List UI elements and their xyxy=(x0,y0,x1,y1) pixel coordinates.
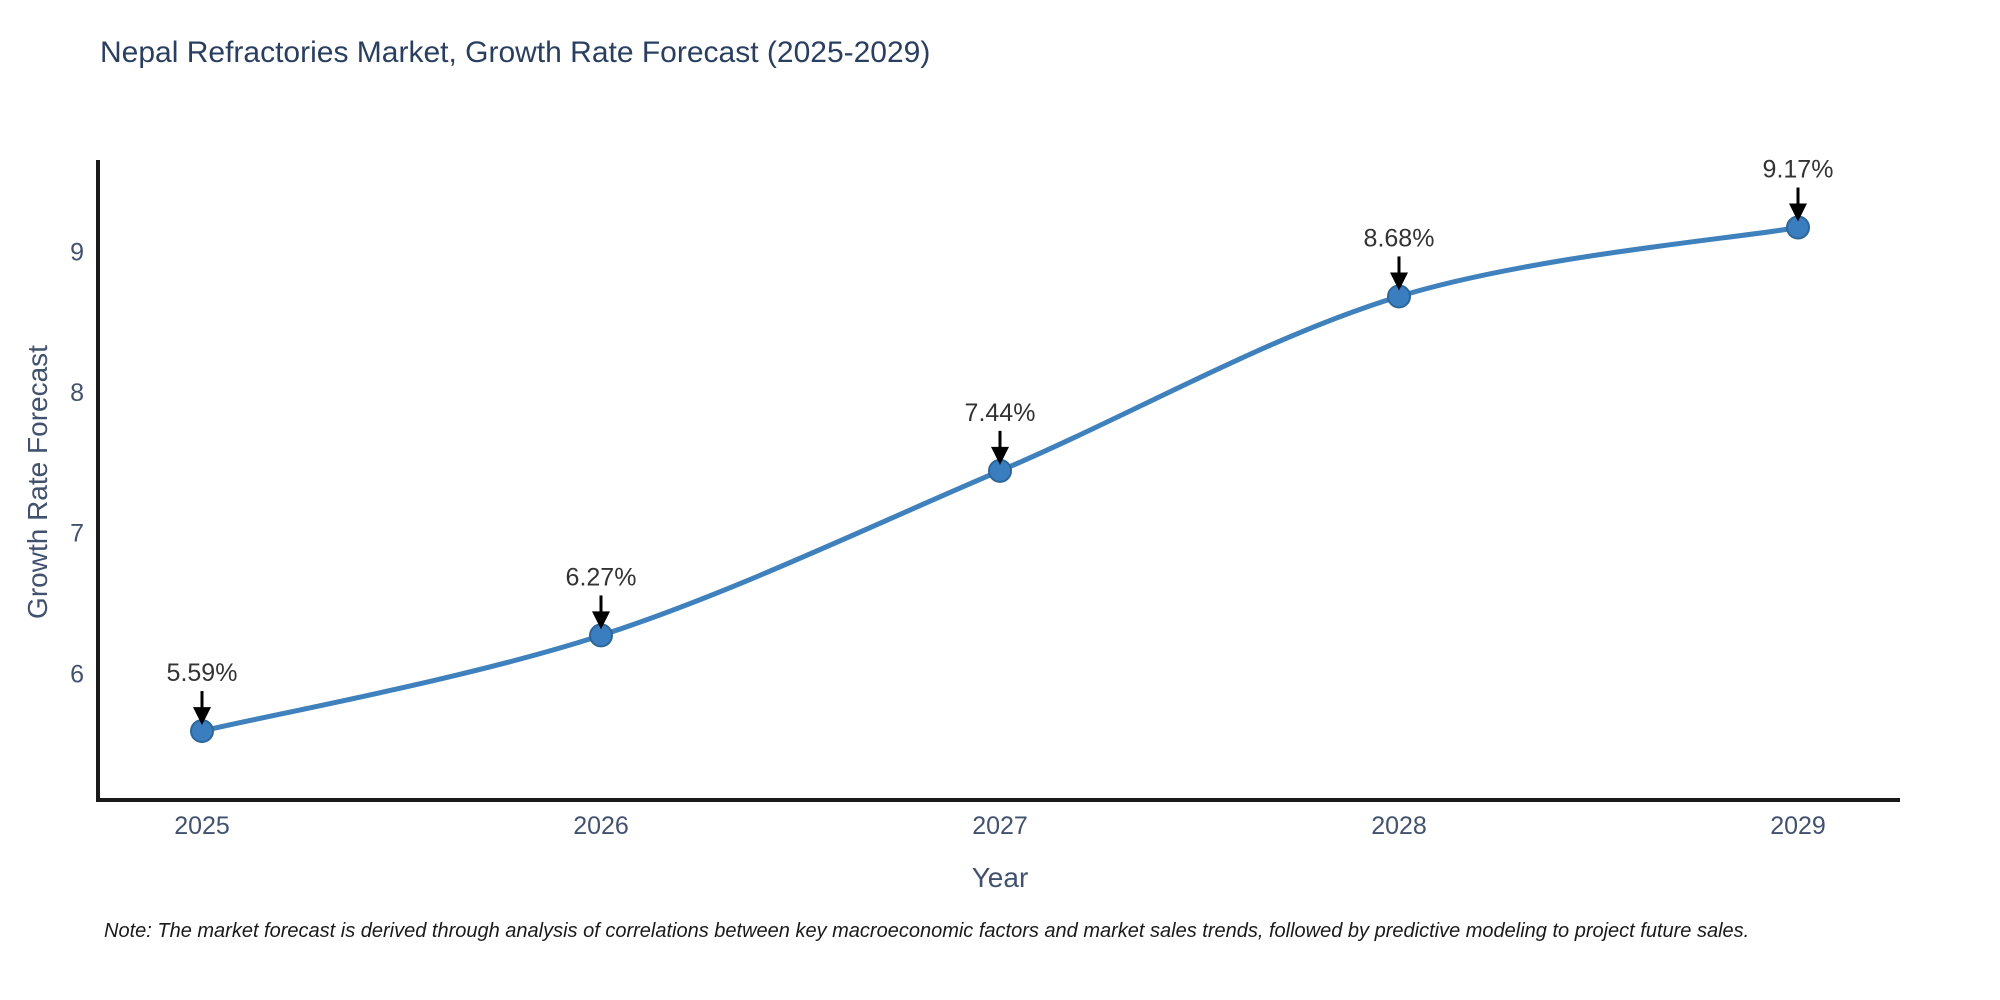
annotation-arrow-head xyxy=(991,446,1009,465)
y-tick-label: 9 xyxy=(70,238,84,266)
x-tick-label: 2028 xyxy=(1371,812,1427,840)
footnote: Note: The market forecast is derived thr… xyxy=(104,920,1750,942)
chart-title: Nepal Refractories Market, Growth Rate F… xyxy=(100,36,931,69)
annotation-arrow-head xyxy=(1390,272,1408,291)
data-point-label: 5.59% xyxy=(167,659,238,687)
x-tick-label: 2025 xyxy=(174,812,230,840)
annotation-arrow-head xyxy=(592,611,610,630)
y-tick-label: 6 xyxy=(70,660,84,688)
x-axis-title: Year xyxy=(971,862,1029,893)
data-point-label: 8.68% xyxy=(1364,224,1435,252)
y-tick-label: 7 xyxy=(70,520,84,548)
y-axis-title: Growth Rate Forecast xyxy=(22,345,53,619)
annotation-arrow-head xyxy=(1789,203,1807,222)
x-tick-label: 2026 xyxy=(573,812,629,840)
x-tick-label: 2029 xyxy=(1770,812,1826,840)
annotation-arrow-head xyxy=(193,707,211,726)
data-point-label: 9.17% xyxy=(1763,156,1834,184)
data-point-label: 6.27% xyxy=(566,563,637,591)
y-tick-label: 8 xyxy=(70,379,84,407)
x-tick-label: 2027 xyxy=(972,812,1028,840)
data-point-label: 7.44% xyxy=(965,399,1036,427)
